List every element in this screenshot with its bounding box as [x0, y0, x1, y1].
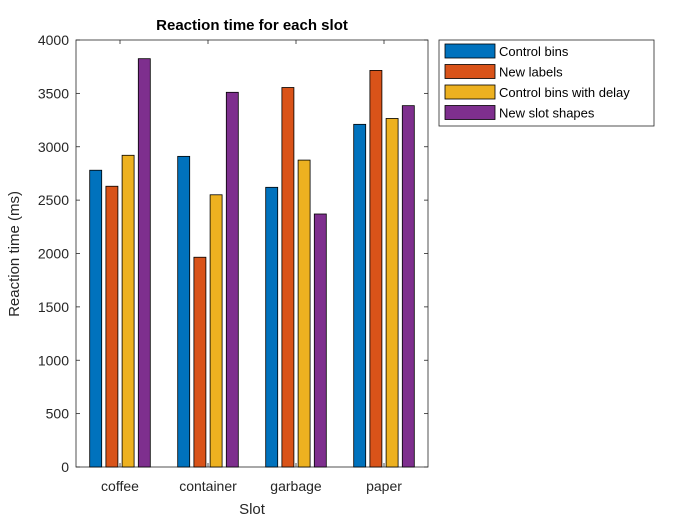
y-tick-label: 1500: [38, 299, 69, 315]
y-tick-label: 2500: [38, 192, 69, 208]
x-tick-label: coffee: [101, 478, 139, 494]
bar: [265, 186, 279, 468]
y-tick-label: 1000: [38, 352, 69, 368]
bar: [121, 154, 135, 468]
legend: Control bins New labels Control bins with …: [438, 39, 655, 127]
bar: [353, 123, 367, 468]
bar: [297, 159, 311, 468]
x-tick-label: garbage: [270, 478, 322, 494]
legend-label: New slot shapes: [499, 106, 595, 121]
bar: [313, 213, 327, 468]
bar: [89, 169, 103, 468]
y-tick-label: 4000: [38, 32, 69, 48]
y-tick-label: 3000: [38, 139, 69, 155]
plot-area: 0 500 1000 1500 2000 2500 3000 3500 4000 coffee co…: [38, 32, 429, 494]
bar: [401, 105, 415, 468]
y-axis-label: Reaction time (ms): [6, 191, 23, 317]
legend-swatch: [444, 84, 496, 100]
legend-label: New labels: [499, 65, 563, 80]
chart-title: Reaction time for each slot: [156, 17, 348, 34]
legend-swatch: [444, 43, 496, 59]
bar: [177, 155, 191, 468]
bar: [137, 58, 151, 468]
legend-label: Control bins: [499, 44, 569, 59]
x-tick-label: container: [179, 478, 237, 494]
y-tick-label: 500: [46, 406, 70, 422]
bar: [193, 256, 207, 468]
legend-swatch: [444, 64, 496, 79]
bar: [209, 194, 223, 468]
x-axis-label: Slot: [239, 501, 266, 518]
bar: [281, 87, 295, 468]
plot-box: [75, 39, 429, 468]
x-tick-label: paper: [366, 478, 402, 494]
bar: [369, 70, 383, 468]
y-tick-label: 2000: [38, 246, 69, 262]
bar: [385, 118, 399, 468]
bar: [105, 185, 119, 468]
legend-swatch: [444, 105, 496, 120]
legend-label: Control bins with delay: [499, 85, 630, 100]
bar: [225, 91, 239, 468]
y-tick-label: 0: [61, 459, 69, 475]
y-tick-label: 3500: [38, 85, 69, 101]
